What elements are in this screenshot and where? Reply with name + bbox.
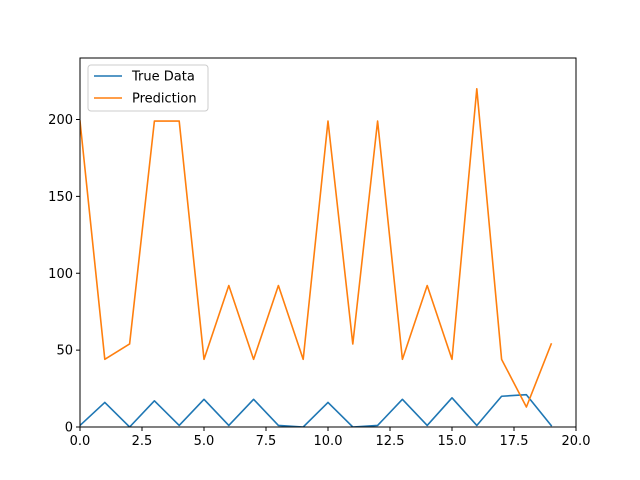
y-tick-label: 200 <box>48 113 73 128</box>
legend-label-0: True Data <box>131 70 195 85</box>
plot-area <box>80 87 553 427</box>
x-axis: 0.0 2.5 5.0 7.5 10.0 12.5 15.0 17.5 20.0 <box>70 427 591 449</box>
x-tick-label: 5.0 <box>194 434 215 449</box>
x-tick-label: 15.0 <box>438 434 467 449</box>
x-tick-label: 10.0 <box>314 434 343 449</box>
x-tick-label: 0.0 <box>70 434 91 449</box>
x-tick-label: 20.0 <box>562 434 591 449</box>
y-tick-label: 0 <box>65 421 73 436</box>
y-tick-label: 150 <box>48 190 73 205</box>
x-tick-label: 7.5 <box>256 434 277 449</box>
legend-label-1: Prediction <box>132 92 197 107</box>
y-tick-label: 100 <box>48 267 73 282</box>
legend: True Data Prediction <box>87 64 209 112</box>
x-tick-label: 12.5 <box>376 434 405 449</box>
y-axis: 0 50 100 150 200 <box>48 113 80 436</box>
series-line-0 <box>80 393 553 427</box>
axes-frame <box>79 57 577 428</box>
x-tick-label: 2.5 <box>132 434 153 449</box>
y-tick-label: 50 <box>56 344 73 359</box>
x-tick-label: 17.5 <box>500 434 529 449</box>
series-line-1 <box>80 87 553 408</box>
